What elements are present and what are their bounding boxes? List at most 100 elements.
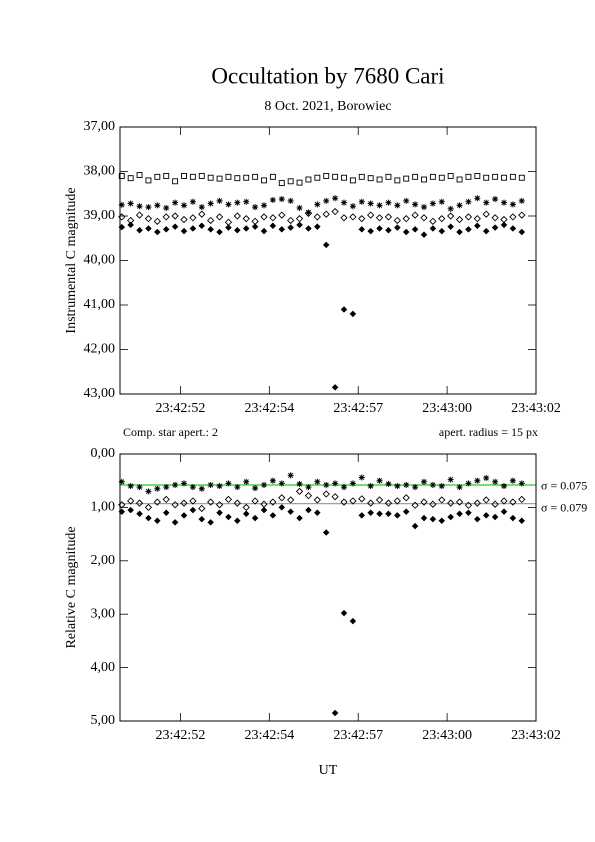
data-point xyxy=(198,504,206,513)
data-point xyxy=(403,197,410,204)
data-point xyxy=(518,197,525,204)
data-point xyxy=(367,227,375,235)
data-point xyxy=(340,214,348,222)
data-point xyxy=(358,173,365,180)
data-point xyxy=(367,175,374,182)
data-point xyxy=(376,510,383,518)
data-point xyxy=(367,211,375,219)
data-point xyxy=(482,227,490,235)
data-point xyxy=(349,497,357,505)
data-point xyxy=(162,213,170,221)
data-point xyxy=(127,497,135,505)
data-point xyxy=(242,225,250,232)
x-tick-label: 23:42:52 xyxy=(156,401,206,416)
data-point xyxy=(162,495,170,504)
data-point xyxy=(323,197,330,204)
data-point xyxy=(331,207,339,216)
data-point xyxy=(305,225,312,232)
data-point xyxy=(455,498,464,506)
data-point xyxy=(438,198,445,205)
data-point xyxy=(402,215,410,223)
data-point xyxy=(438,483,445,490)
chart-title: Occultation by 7680 Cari xyxy=(211,63,444,88)
data-point xyxy=(163,484,170,491)
data-point xyxy=(296,204,303,211)
data-point xyxy=(233,517,241,525)
data-point xyxy=(393,216,401,225)
data-point xyxy=(429,173,436,180)
data-point xyxy=(482,496,490,504)
data-point xyxy=(367,200,374,207)
data-point xyxy=(135,499,144,507)
data-point xyxy=(456,228,463,236)
data-point xyxy=(145,514,152,522)
data-point xyxy=(518,228,526,236)
data-point xyxy=(296,221,303,229)
data-point xyxy=(375,214,384,222)
data-point xyxy=(447,172,454,179)
data-point xyxy=(295,487,304,496)
data-point xyxy=(296,480,303,487)
data-point xyxy=(260,506,268,514)
y-axis-label: Relative C magnitude xyxy=(64,526,79,648)
data-point xyxy=(118,172,125,179)
x-tick-label: 23:42:54 xyxy=(244,401,294,416)
data-point xyxy=(393,497,401,505)
data-point xyxy=(305,484,312,491)
data-point xyxy=(331,383,339,391)
data-point xyxy=(163,172,170,179)
data-point xyxy=(473,499,481,507)
data-point xyxy=(341,174,347,181)
data-point xyxy=(376,225,383,232)
data-point xyxy=(242,215,250,223)
y-tick-label: 42,00 xyxy=(84,342,116,357)
data-point xyxy=(500,497,508,505)
data-point xyxy=(305,176,312,183)
data-point xyxy=(216,175,223,182)
y-tick-label: 4,00 xyxy=(91,660,116,675)
data-point xyxy=(429,200,436,207)
data-point xyxy=(438,215,446,223)
data-point xyxy=(242,503,250,512)
data-point xyxy=(483,199,490,206)
data-point xyxy=(394,202,401,209)
data-point xyxy=(376,477,383,484)
data-point xyxy=(376,176,383,183)
data-point xyxy=(180,227,188,235)
data-point xyxy=(456,510,463,518)
data-point xyxy=(189,225,197,232)
data-point xyxy=(429,217,437,225)
data-point xyxy=(207,174,214,181)
data-point xyxy=(402,228,410,236)
data-point xyxy=(403,481,410,488)
data-point xyxy=(215,501,224,509)
data-point xyxy=(269,498,277,506)
chart-subtitle: 8 Oct. 2021, Borowiec xyxy=(264,99,391,114)
data-point xyxy=(340,609,348,617)
reference-label: σ = 0.079 xyxy=(541,500,587,514)
data-point xyxy=(332,195,339,202)
data-point xyxy=(216,197,223,204)
data-point xyxy=(500,508,508,516)
data-point xyxy=(278,196,285,203)
data-point xyxy=(172,178,179,185)
data-point xyxy=(500,221,508,229)
data-point xyxy=(314,478,321,485)
data-point xyxy=(349,480,356,487)
data-point xyxy=(358,198,365,205)
data-point xyxy=(341,199,347,206)
data-point xyxy=(349,617,357,625)
data-point xyxy=(447,513,455,521)
data-point xyxy=(349,203,356,210)
data-point xyxy=(367,499,375,507)
data-point xyxy=(278,504,286,511)
data-point xyxy=(447,499,455,507)
data-point xyxy=(225,513,232,521)
data-point xyxy=(429,481,436,488)
data-point xyxy=(251,514,259,522)
data-point xyxy=(314,201,321,208)
data-point xyxy=(162,225,170,233)
data-point xyxy=(518,495,526,504)
data-point xyxy=(216,509,223,517)
